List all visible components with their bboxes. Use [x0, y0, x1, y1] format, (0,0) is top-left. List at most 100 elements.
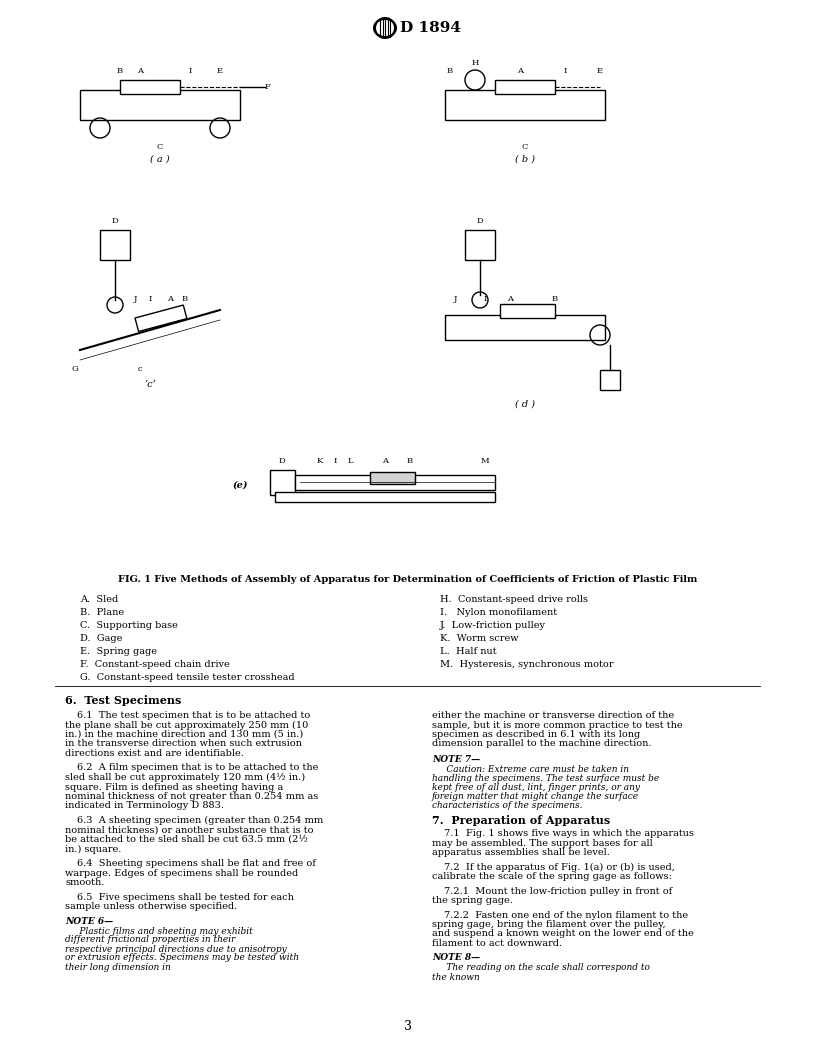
Text: warpage. Edges of specimens shall be rounded: warpage. Edges of specimens shall be rou… [65, 868, 299, 878]
Text: NOTE 8—: NOTE 8— [432, 954, 480, 962]
Text: A: A [382, 457, 388, 465]
Text: nominal thickness of not greater than 0.254 mm as: nominal thickness of not greater than 0.… [65, 792, 318, 802]
Text: 7.2  If the apparatus of Fig. 1(a) or (b) is used,: 7.2 If the apparatus of Fig. 1(a) or (b)… [444, 863, 675, 871]
Text: The reading on the scale shall correspond to: The reading on the scale shall correspon… [432, 963, 650, 973]
Text: the spring gage.: the spring gage. [432, 895, 513, 905]
Bar [270, 470, 295, 495]
Text: foreign matter that might change the surface: foreign matter that might change the sur… [432, 792, 639, 802]
Text: G.  Constant-speed tensile tester crosshead: G. Constant-speed tensile tester crosshe… [80, 673, 295, 682]
Text: the plane shall be cut approximately 250 mm (10: the plane shall be cut approximately 250… [65, 720, 308, 730]
Text: 6.3  A sheeting specimen (greater than 0.254 mm: 6.3 A sheeting specimen (greater than 0.… [77, 816, 323, 825]
Text: J: J [133, 295, 137, 303]
Text: Caution: Extreme care must be taken in: Caution: Extreme care must be taken in [432, 765, 629, 774]
Bar [600, 370, 620, 390]
Text: J: J [454, 295, 457, 303]
Text: G: G [72, 365, 78, 373]
Text: FIG. 1 Five Methods of Assembly of Apparatus for Determination of Coefficients o: FIG. 1 Five Methods of Assembly of Appar… [118, 576, 698, 584]
Text: calibrate the scale of the spring gage as follows:: calibrate the scale of the spring gage a… [432, 872, 672, 881]
Text: C.  Supporting base: C. Supporting base [80, 621, 178, 630]
Text: 7.2.2  Fasten one end of the nylon filament to the: 7.2.2 Fasten one end of the nylon filame… [444, 910, 688, 920]
Text: A: A [507, 295, 513, 303]
Bar [120, 80, 180, 94]
Text: apparatus assemblies shall be level.: apparatus assemblies shall be level. [432, 848, 610, 857]
Text: 7.  Preparation of Apparatus: 7. Preparation of Apparatus [432, 815, 610, 826]
Text: 7.1  Fig. 1 shows five ways in which the apparatus: 7.1 Fig. 1 shows five ways in which the … [444, 829, 694, 838]
Bar [495, 80, 555, 94]
Text: I.   Nylon monofilament: I. Nylon monofilament [440, 608, 557, 617]
Text: and suspend a known weight on the lower end of the: and suspend a known weight on the lower … [432, 929, 694, 939]
Text: c: c [138, 365, 142, 373]
Text: square. Film is defined as sheeting having a: square. Film is defined as sheeting havi… [65, 782, 283, 792]
Text: indicated in Terminology D 883.: indicated in Terminology D 883. [65, 802, 224, 811]
Text: L: L [347, 457, 353, 465]
Bar [80, 90, 240, 120]
Text: 6.1  The test specimen that is to be attached to: 6.1 The test specimen that is to be atta… [77, 711, 310, 720]
Text: K.  Worm screw: K. Worm screw [440, 634, 519, 643]
Text: H.  Constant-speed drive rolls: H. Constant-speed drive rolls [440, 595, 588, 604]
Text: B: B [447, 67, 453, 75]
Text: filament to act downward.: filament to act downward. [432, 939, 562, 948]
Text: A.  Sled: A. Sled [80, 595, 118, 604]
Text: the known: the known [432, 973, 480, 981]
Text: in.) in the machine direction and 130 mm (5 in.): in.) in the machine direction and 130 mm… [65, 730, 304, 739]
Text: I: I [188, 67, 192, 75]
Text: B.  Plane: B. Plane [80, 608, 124, 617]
Text: I: I [333, 457, 337, 465]
Text: E: E [217, 67, 223, 75]
Text: 6.4  Sheeting specimens shall be flat and free of: 6.4 Sheeting specimens shall be flat and… [77, 859, 316, 868]
Text: kept free of all dust, lint, finger prints, or any: kept free of all dust, lint, finger prin… [432, 782, 640, 792]
Text: A: A [137, 67, 143, 75]
Text: their long dimension in: their long dimension in [65, 962, 171, 972]
Text: J.  Low-friction pulley: J. Low-friction pulley [440, 621, 546, 630]
Text: sample unless otherwise specified.: sample unless otherwise specified. [65, 902, 237, 911]
Text: 3: 3 [404, 1020, 412, 1033]
Text: specimen as described in 6.1 with its long: specimen as described in 6.1 with its lo… [432, 730, 641, 739]
Text: nominal thickness) or another substance that is to: nominal thickness) or another substance … [65, 826, 313, 834]
Text: D.  Gage: D. Gage [80, 634, 122, 643]
Text: ( d ): ( d ) [515, 400, 535, 409]
Text: ( b ): ( b ) [515, 155, 535, 164]
Text: NOTE 7—: NOTE 7— [432, 755, 480, 763]
Text: I: I [149, 295, 152, 303]
Text: sample, but it is more common practice to test the: sample, but it is more common practice t… [432, 720, 683, 730]
Text: C: C [157, 143, 163, 151]
Text: B: B [117, 67, 123, 75]
Bar [500, 304, 555, 318]
Text: 6.5  Five specimens shall be tested for each: 6.5 Five specimens shall be tested for e… [77, 892, 294, 902]
Text: may be assembled. The support bases for all: may be assembled. The support bases for … [432, 838, 653, 848]
Text: K: K [317, 457, 323, 465]
Text: C: C [521, 143, 528, 151]
Text: B: B [552, 295, 558, 303]
Text: (e): (e) [233, 480, 248, 490]
Text: E: E [597, 67, 603, 75]
Text: I: I [483, 295, 486, 303]
Text: B: B [182, 295, 188, 303]
Text: smooth.: smooth. [65, 878, 104, 887]
Text: in.) square.: in.) square. [65, 845, 122, 853]
Text: 7.2.1  Mount the low-friction pulley in front of: 7.2.1 Mount the low-friction pulley in f… [444, 886, 672, 895]
Bar [295, 475, 495, 490]
Bar [275, 492, 495, 502]
Text: NOTE 6—: NOTE 6— [65, 917, 113, 925]
Bar [445, 315, 605, 340]
Bar [370, 472, 415, 484]
Text: D: D [278, 457, 286, 465]
Text: be attached to the sled shall be cut 63.5 mm (2½: be attached to the sled shall be cut 63.… [65, 835, 308, 844]
Text: D: D [112, 216, 118, 225]
Text: F.  Constant-speed chain drive: F. Constant-speed chain drive [80, 660, 230, 670]
Text: either the machine or transverse direction of the: either the machine or transverse directi… [432, 711, 674, 720]
Bar [100, 230, 130, 260]
Text: A: A [517, 67, 523, 75]
Bar [135, 305, 187, 332]
Text: different frictional properties in their: different frictional properties in their [65, 936, 235, 944]
Bar [445, 90, 605, 120]
Text: L.  Half nut: L. Half nut [440, 647, 497, 656]
Text: M.  Hysteresis, synchronous motor: M. Hysteresis, synchronous motor [440, 660, 614, 670]
Bar [465, 230, 495, 260]
Text: H: H [472, 59, 479, 67]
Text: E.  Spring gage: E. Spring gage [80, 647, 157, 656]
Text: handling the specimens. The test surface must be: handling the specimens. The test surface… [432, 774, 659, 782]
Text: characteristics of the specimens.: characteristics of the specimens. [432, 802, 583, 810]
Text: or extrusion effects. Specimens may be tested with: or extrusion effects. Specimens may be t… [65, 954, 299, 962]
Text: 6.2  A film specimen that is to be attached to the: 6.2 A film specimen that is to be attach… [77, 763, 318, 773]
